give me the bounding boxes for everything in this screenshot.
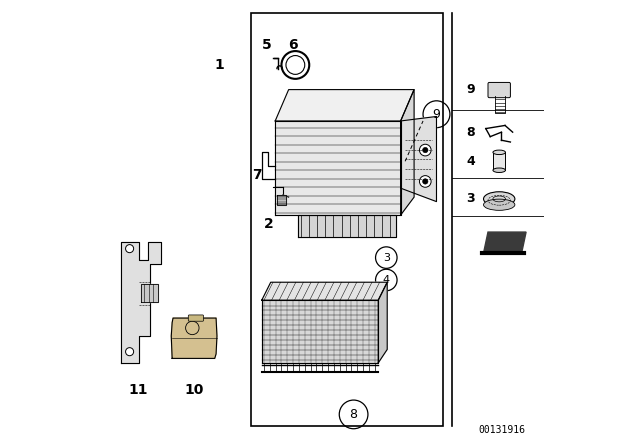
Ellipse shape: [493, 168, 506, 172]
Text: 11: 11: [129, 383, 148, 397]
Circle shape: [419, 144, 431, 156]
Ellipse shape: [493, 150, 506, 155]
Text: 9: 9: [433, 108, 440, 121]
Text: 8: 8: [349, 408, 358, 421]
Text: 6: 6: [288, 38, 298, 52]
FancyBboxPatch shape: [188, 315, 204, 321]
Circle shape: [419, 176, 431, 187]
Text: 00131916: 00131916: [478, 425, 525, 435]
Text: 3: 3: [466, 191, 475, 205]
Polygon shape: [172, 318, 217, 358]
Text: 1: 1: [214, 58, 224, 72]
Ellipse shape: [484, 199, 515, 211]
Text: 7: 7: [252, 168, 262, 182]
Polygon shape: [262, 282, 387, 300]
Circle shape: [125, 348, 134, 356]
Text: 5: 5: [262, 38, 272, 52]
Bar: [251, 13, 444, 426]
Polygon shape: [484, 232, 526, 253]
Polygon shape: [275, 121, 401, 215]
Text: 2: 2: [264, 217, 273, 231]
Text: 4: 4: [383, 275, 390, 285]
FancyBboxPatch shape: [488, 82, 511, 98]
Polygon shape: [298, 215, 396, 237]
Polygon shape: [275, 90, 414, 121]
Text: 8: 8: [466, 125, 475, 139]
Circle shape: [422, 147, 428, 153]
Bar: [493, 152, 506, 170]
Polygon shape: [401, 90, 414, 215]
Text: 3: 3: [383, 253, 390, 263]
Polygon shape: [401, 116, 436, 202]
Ellipse shape: [484, 192, 515, 206]
Circle shape: [125, 245, 134, 253]
Text: 9: 9: [466, 83, 475, 96]
Polygon shape: [378, 282, 387, 363]
Polygon shape: [141, 284, 158, 302]
Text: 4: 4: [466, 155, 475, 168]
Polygon shape: [278, 195, 285, 205]
Polygon shape: [121, 242, 161, 363]
Circle shape: [422, 179, 428, 184]
Text: 10: 10: [185, 383, 204, 397]
Polygon shape: [262, 300, 378, 363]
